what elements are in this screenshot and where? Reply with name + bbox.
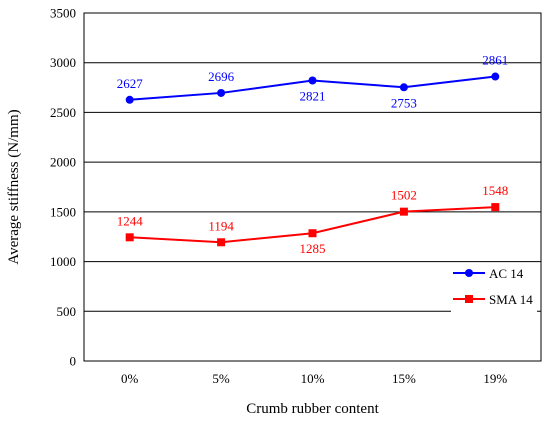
plot-area	[83, 12, 542, 362]
data-label: 2753	[391, 95, 417, 110]
y-tick-label: 3000	[50, 55, 76, 70]
data-point	[217, 238, 226, 247]
y-axis-title: Average stiffness (N/mm)	[6, 109, 22, 264]
data-point	[491, 203, 500, 212]
legend-item: SMA 14	[453, 292, 533, 307]
data-point	[399, 207, 408, 216]
x-tick-label: 5%	[212, 371, 230, 386]
x-tick-label: 10%	[301, 371, 325, 386]
data-point	[125, 233, 134, 242]
x-tick-label: 0%	[121, 371, 139, 386]
x-tick-label: 19%	[483, 371, 507, 386]
legend-label: AC 14	[489, 266, 524, 281]
legend-label: SMA 14	[489, 292, 533, 307]
data-label: 1502	[391, 188, 417, 203]
y-tick-label: 2000	[50, 155, 76, 170]
legend-box	[451, 263, 537, 313]
y-tick-label: 1500	[50, 204, 76, 219]
y-tick-label: 3500	[50, 6, 76, 21]
data-label: 1244	[117, 213, 144, 228]
legend-item: AC 14	[453, 266, 524, 281]
series-sma-14: 1244 1194 1285 1502 1548	[117, 183, 509, 256]
data-label: 1548	[482, 183, 508, 198]
data-label: 1285	[300, 241, 326, 256]
y-tick-label: 2500	[50, 105, 76, 120]
x-tick-label: 15%	[392, 371, 416, 386]
y-tick-labels: 0 500 1000 1500 2000 2500 3000 3500	[50, 6, 76, 369]
data-label: 2627	[117, 76, 144, 91]
y-tick-label: 1000	[50, 254, 76, 269]
series-ac-14: 2627 2696 2821 2753 2861	[117, 53, 509, 111]
data-label: 2861	[482, 53, 508, 68]
data-point	[217, 88, 226, 97]
x-tick-labels: 0% 5% 10% 15% 19%	[121, 371, 507, 386]
y-tick-label: 0	[70, 354, 77, 369]
data-label: 2696	[208, 69, 235, 84]
series-group: 2627 2696 2821 2753 2861 1244 1194 1285 1502 1548	[117, 53, 509, 257]
legend-marker	[465, 269, 473, 277]
y-tick-label: 500	[57, 304, 77, 319]
legend: AC 14 SMA 14	[451, 263, 537, 313]
legend-marker	[465, 295, 473, 303]
x-axis-title: Crumb rubber content	[246, 401, 379, 417]
data-label: 2821	[300, 89, 326, 104]
data-label: 1194	[208, 218, 234, 233]
data-point	[308, 76, 317, 85]
data-point	[491, 72, 500, 81]
data-point	[399, 83, 408, 92]
data-point	[308, 229, 317, 238]
data-point	[125, 95, 134, 104]
